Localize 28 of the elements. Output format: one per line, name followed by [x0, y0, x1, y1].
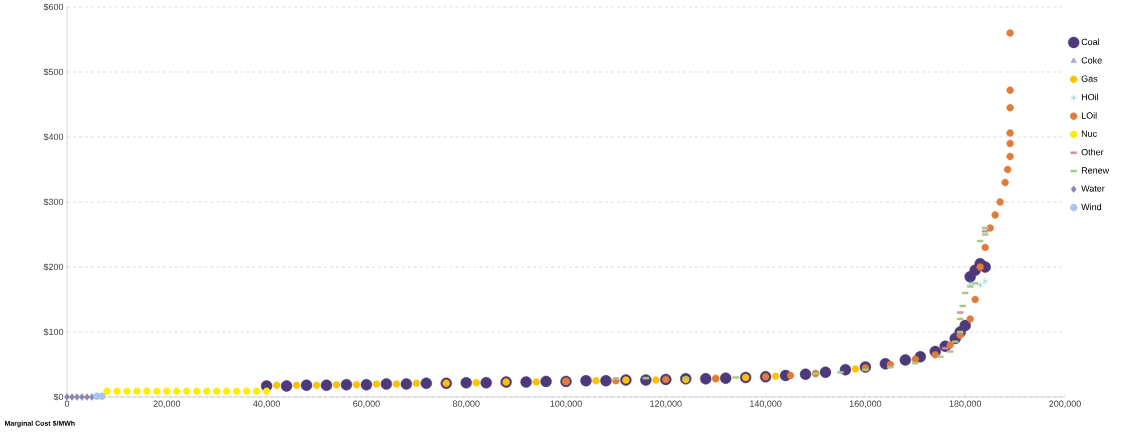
- legend-label: HOil: [1081, 93, 1099, 101]
- legend-label: Gas: [1081, 75, 1098, 82]
- x-tick-label: 180,000: [949, 400, 982, 408]
- x-tick-label: 120,000: [650, 400, 682, 408]
- legend-label: Coal: [1081, 38, 1100, 46]
- y-tick-label: $400: [43, 133, 64, 141]
- x-tick-label: 100,000: [550, 400, 582, 408]
- x-tick-label: 40,000: [253, 400, 280, 408]
- legend-label: Nuc: [1081, 130, 1097, 137]
- x-tick-label: 60,000: [353, 400, 380, 408]
- legend-label: Water: [1081, 185, 1105, 192]
- x-tick-label: 160,000: [849, 400, 882, 408]
- legend-label: Other: [1081, 148, 1104, 156]
- x-tick-label: 200,000: [1049, 400, 1081, 408]
- legend-label: Wind: [1081, 203, 1102, 211]
- x-tick-label: 80,000: [452, 400, 480, 408]
- y-tick-label: $300: [43, 198, 64, 206]
- y-tick-label: $0: [53, 393, 64, 401]
- legend-label: LOil: [1081, 112, 1097, 119]
- y-tick-label: $600: [43, 3, 64, 11]
- legend-label: Renew: [1081, 167, 1110, 174]
- y-tick-label: $100: [43, 328, 64, 336]
- x-tick-label: 140,000: [750, 400, 782, 408]
- x-tick-label: 0: [64, 400, 70, 407]
- legend-label: Coke: [1081, 56, 1102, 64]
- x-tick-label: 20,000: [153, 400, 181, 408]
- y-tick-label: $200: [43, 263, 64, 271]
- y-tick-label: $500: [43, 68, 64, 76]
